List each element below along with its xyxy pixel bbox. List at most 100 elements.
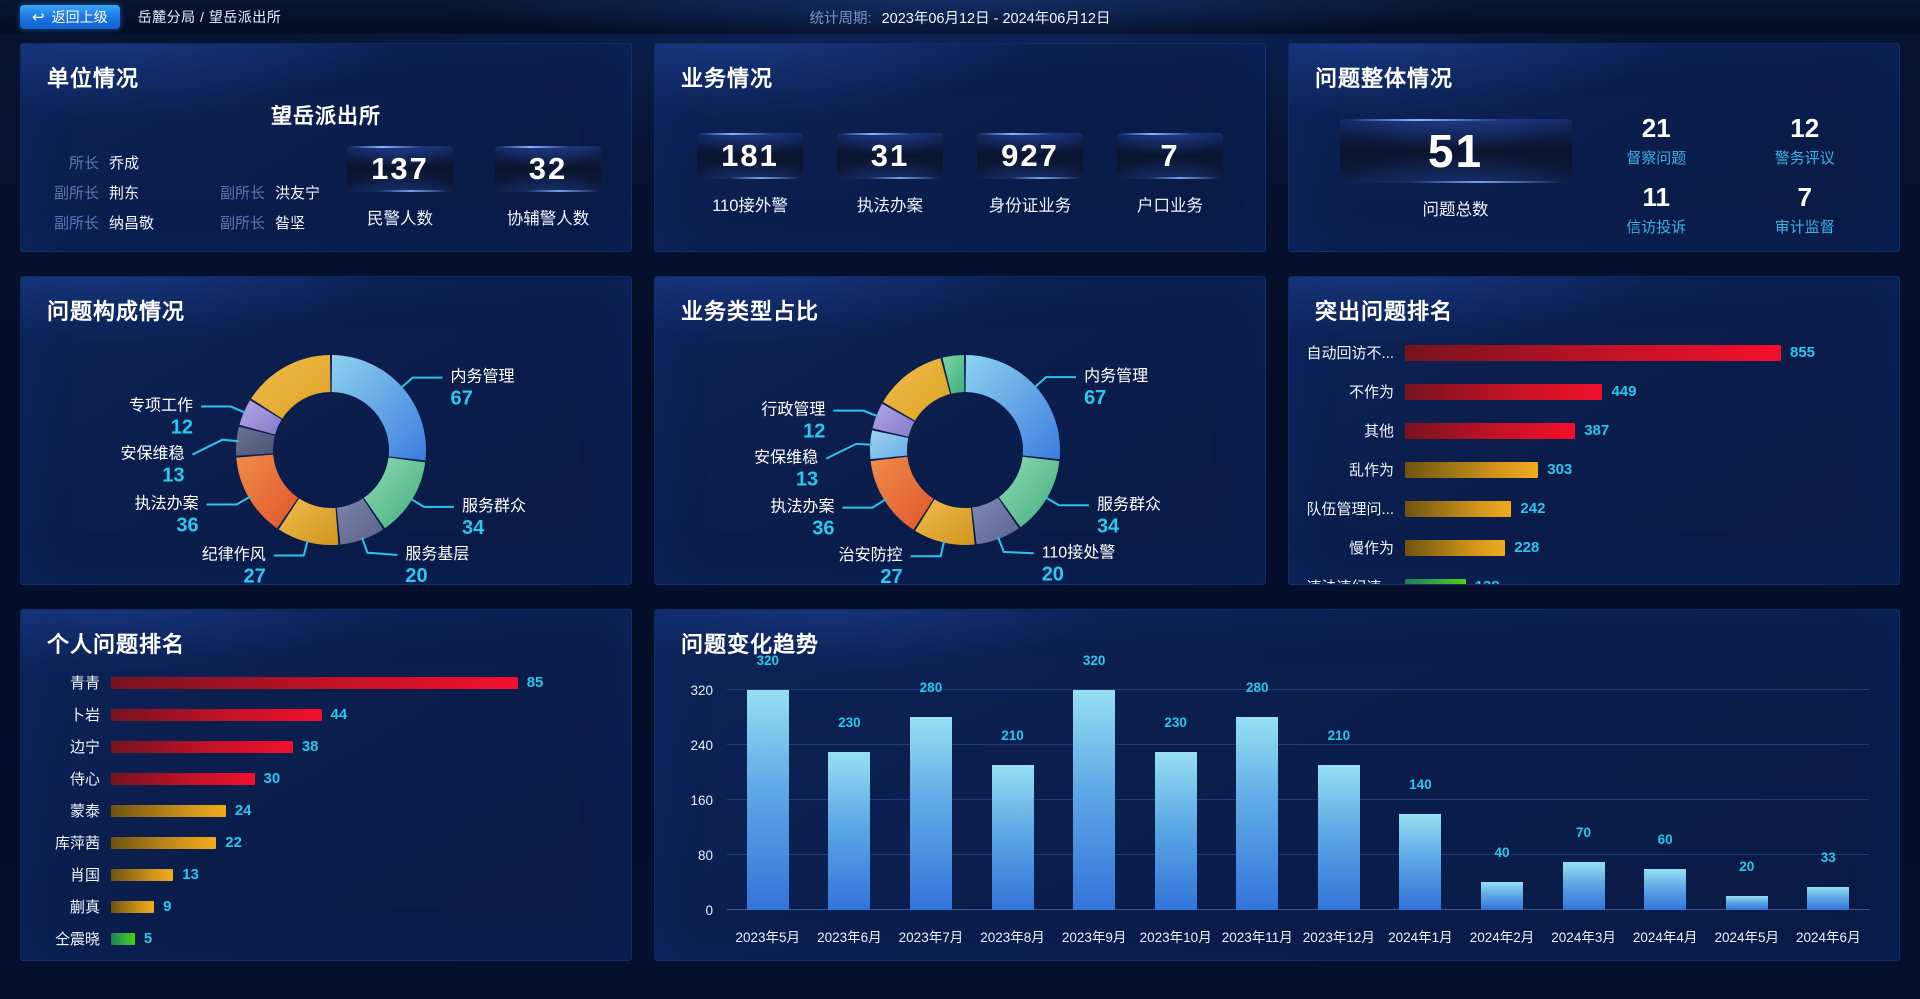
bar[interactable] <box>1405 539 1506 556</box>
bar-row: 边宁 38 <box>33 736 607 757</box>
back-button[interactable]: ↩ 返回上级 <box>20 5 120 29</box>
donut-segment[interactable] <box>363 457 426 529</box>
bar-label: 卜岩 <box>69 707 100 724</box>
stat-value: 51 <box>1427 125 1484 177</box>
bar[interactable] <box>111 708 322 721</box>
donut-label: 纪律作风 <box>202 546 266 564</box>
bar-value: 22 <box>225 834 242 851</box>
trend-bar-slot: 33 2024年6月 <box>1788 676 1870 945</box>
bar[interactable] <box>111 900 155 913</box>
back-button-label: 返回上级 <box>51 9 108 25</box>
donut-segment[interactable] <box>278 498 339 545</box>
bar-label: 蒙泰 <box>69 803 100 820</box>
donut-value: 34 <box>1097 515 1120 537</box>
roster-entry: 副所长 纳昌敬 <box>51 212 181 233</box>
stat-block: 927 身份证业务 <box>977 133 1083 216</box>
trend-bar[interactable] <box>1154 751 1197 910</box>
bar-value: 44 <box>330 706 348 723</box>
donut-segment[interactable] <box>915 499 975 545</box>
x-axis-label: 2024年5月 <box>1714 930 1779 945</box>
donut-leader-line <box>361 537 398 556</box>
problem-source-stat: 21 督察问题 <box>1582 113 1731 168</box>
bar-track: 38 <box>111 738 607 755</box>
bar-row: 梁岚4 <box>33 960 607 961</box>
donut-segment[interactable] <box>331 355 426 461</box>
stat-block: 7 户口业务 <box>1117 133 1223 216</box>
problem-source-stat: 7 审计监督 <box>1731 182 1880 237</box>
trend-bar[interactable] <box>746 689 789 910</box>
donut-leader-line <box>825 442 873 460</box>
bar[interactable] <box>1405 383 1603 400</box>
bar[interactable] <box>111 868 174 881</box>
panel-problem-composition: 问题构成情况 专项工作 12 安保维稳 13 执法办案 36 纪律作风 27 内务管理 67 服务群… <box>20 276 632 585</box>
donut-segment[interactable] <box>870 456 934 530</box>
bar-label: 慢作为 <box>1348 540 1394 557</box>
donut-segment[interactable] <box>336 498 384 545</box>
trend-bar[interactable] <box>1399 813 1442 910</box>
roster-role: 副所长 <box>219 185 265 202</box>
donut-segment[interactable] <box>251 355 331 419</box>
trend-bar-value: 33 <box>1820 850 1836 866</box>
donut-value: 34 <box>462 517 485 539</box>
trend-bar-value: 280 <box>1245 680 1269 696</box>
bar[interactable] <box>111 676 518 689</box>
trend-bar-slot: 230 2023年6月 <box>809 676 891 945</box>
trend-bar[interactable] <box>1807 887 1850 910</box>
donut-segment[interactable] <box>965 355 1060 460</box>
donut-segment[interactable] <box>236 454 299 529</box>
trend-bar[interactable] <box>1480 882 1523 910</box>
stat-value: 927 <box>1001 138 1059 173</box>
bar[interactable] <box>1405 461 1539 478</box>
bar[interactable] <box>1405 422 1576 439</box>
trend-bar[interactable] <box>909 717 952 910</box>
trend-bar[interactable] <box>1073 689 1116 910</box>
gridline <box>727 688 1869 690</box>
donut-leader-line <box>206 495 251 506</box>
donut-label: 服务群众 <box>462 497 526 515</box>
donut-segment[interactable] <box>998 456 1060 528</box>
donut-segment[interactable] <box>942 355 965 394</box>
bar[interactable] <box>111 804 226 817</box>
stat-value: 11 <box>1642 182 1671 212</box>
donut-segment[interactable] <box>972 497 1019 545</box>
trend-bar[interactable] <box>828 751 871 910</box>
donut-segment[interactable] <box>239 400 282 435</box>
trend-bar[interactable] <box>1562 861 1605 910</box>
roster-name: 乔成 <box>109 155 140 172</box>
stat-pill: 31 <box>837 133 943 179</box>
trend-bar[interactable] <box>1725 896 1768 910</box>
bar-track: 387 <box>1405 422 1875 439</box>
trend-bar[interactable] <box>1644 868 1687 910</box>
stat-value: 137 <box>371 151 429 186</box>
bar-row: 违法违纪违... 138 <box>1301 576 1875 584</box>
donut-value: 27 <box>880 566 902 585</box>
donut-segment[interactable] <box>872 403 915 437</box>
donut-label: 内务管理 <box>451 368 515 386</box>
trend-bar-value: 60 <box>1657 831 1673 847</box>
bar[interactable] <box>111 932 135 945</box>
bar[interactable] <box>111 740 293 753</box>
donut-leader-line <box>1033 376 1077 389</box>
bar[interactable] <box>111 836 217 849</box>
bar-track: 44 <box>111 706 607 723</box>
trend-bar[interactable] <box>1317 765 1360 910</box>
stat-period-value: 2023年06月12日 - 2024年06月12日 <box>881 10 1111 27</box>
bar-value: 449 <box>1611 383 1637 400</box>
donut-segment[interactable] <box>883 358 951 421</box>
donut-segment[interactable] <box>236 426 275 456</box>
stat-value: 32 <box>528 151 568 186</box>
trend-bar[interactable] <box>991 765 1034 910</box>
bar[interactable] <box>111 772 255 785</box>
bar[interactable] <box>1405 500 1512 517</box>
donut-value: 12 <box>171 417 193 439</box>
stat-block: 137 民警人数 <box>347 146 453 233</box>
donut-segment[interactable] <box>870 430 909 460</box>
bar[interactable] <box>1405 344 1781 361</box>
donut-leader-line <box>842 498 887 509</box>
bar-label: 仝震晓 <box>54 931 100 948</box>
bar-row: 不作为 449 <box>1301 381 1875 402</box>
donut-label: 服务群众 <box>1097 495 1161 513</box>
bar[interactable] <box>1405 578 1466 584</box>
trend-bar[interactable] <box>1236 717 1279 910</box>
